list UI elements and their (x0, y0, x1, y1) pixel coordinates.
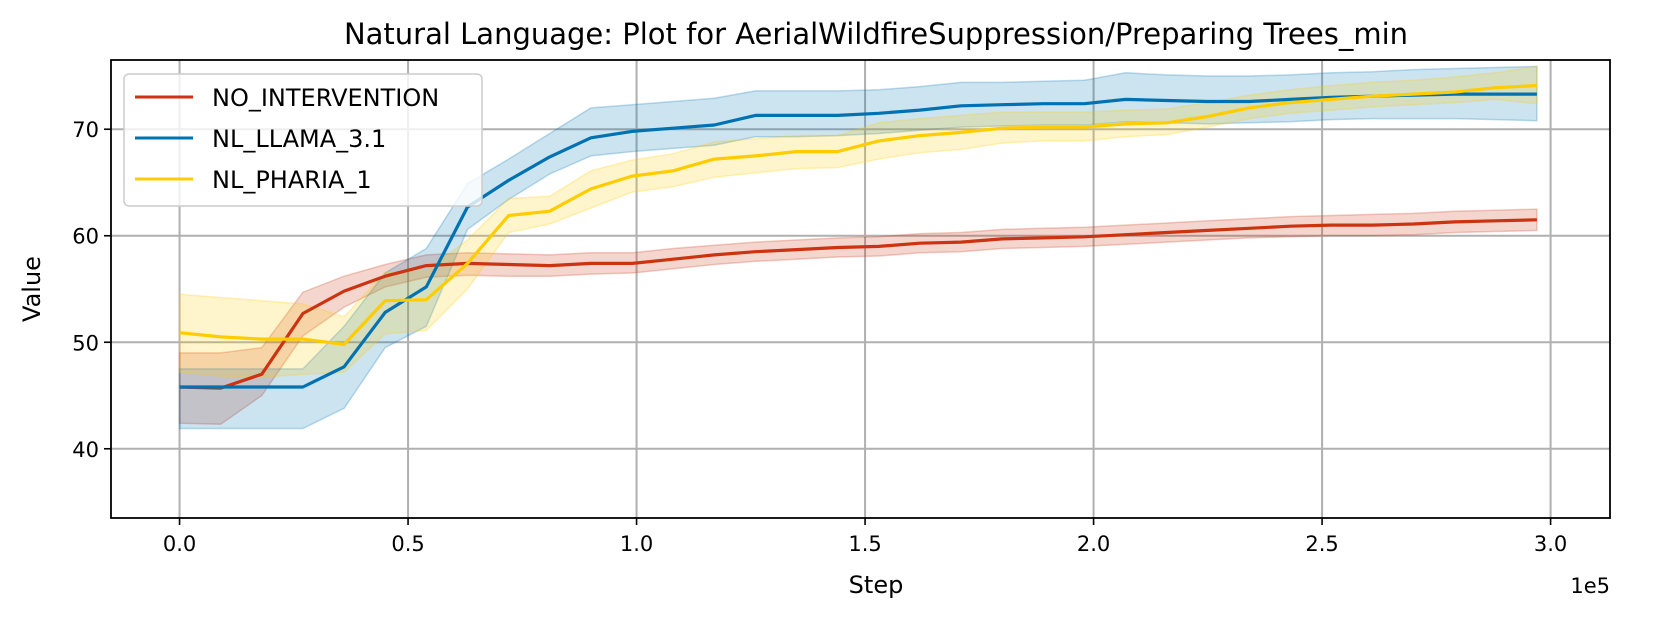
series-lines (179, 84, 1537, 390)
confidence-band-no-intervention (178, 208, 1538, 426)
x-tick-label: 2.5 (1305, 532, 1338, 556)
plot-frame (110, 59, 1611, 519)
legend-label-nl-pharia: NL_PHARIA_1 (212, 166, 372, 194)
y-axis-label: Value (18, 256, 46, 322)
legend-box (123, 73, 483, 207)
legend: NO_INTERVENTION NL_LLAMA_3.1 NL_PHARIA_1 (123, 73, 483, 207)
confidence-band-nl-pharia-1 (178, 65, 1538, 379)
x-tick-label: 0.0 (163, 532, 196, 556)
y-tick-label: 50 (72, 331, 99, 355)
x-tick-label: 3.0 (1534, 532, 1567, 556)
confidence-bands (178, 65, 1538, 430)
axis-ticks: 0.0 0.5 1.0 1.5 2.0 2.5 3.0 40 50 60 70 (72, 118, 1567, 556)
series-line-nl-pharia-1 (179, 84, 1537, 346)
legend-label-nl-llama: NL_LLAMA_3.1 (212, 125, 386, 153)
y-tick-label: 70 (72, 118, 99, 142)
y-tick-label: 60 (72, 225, 99, 249)
legend-label-no-intervention: NO_INTERVENTION (212, 84, 439, 112)
x-tick-label: 1.0 (620, 532, 653, 556)
x-tick-label: 2.0 (1077, 532, 1110, 556)
series-line-no-intervention (179, 218, 1537, 390)
x-axis-offset-text: 1e5 (1570, 574, 1610, 598)
x-tick-label: 0.5 (391, 532, 424, 556)
x-tick-label: 1.5 (848, 532, 881, 556)
confidence-band-nl-llama-3-1 (178, 65, 1538, 430)
chart-title: Natural Language: Plot for AerialWildfir… (344, 17, 1408, 51)
y-tick-label: 40 (72, 438, 99, 462)
x-axis-label: Step (849, 571, 904, 599)
